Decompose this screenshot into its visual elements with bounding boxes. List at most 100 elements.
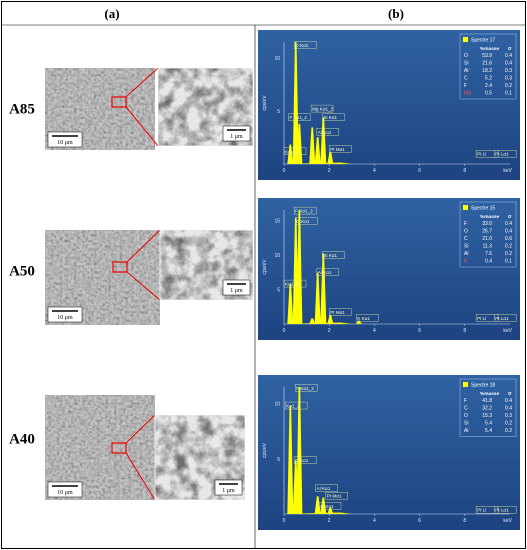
- mass-percent: 0.5: [485, 91, 492, 97]
- element: C: [464, 406, 468, 412]
- peak-label-box: [475, 150, 499, 158]
- sigma: 0.4: [505, 229, 512, 235]
- spectrum-peak: [320, 497, 327, 514]
- x-tick-label: 0: [283, 168, 286, 174]
- sigma: 0.3: [505, 76, 512, 82]
- zoom-line: [125, 67, 159, 98]
- peak-label: Kα1_2: [285, 149, 299, 154]
- sigma: 0.1: [505, 259, 512, 265]
- sigma: 0.2: [505, 428, 512, 434]
- spectrum-peak: [327, 314, 334, 324]
- y-tick-label: 5: [277, 109, 280, 115]
- peak-label: F Kα1_2: [295, 209, 313, 214]
- x-tick-label: 8: [463, 518, 466, 524]
- peak-label-box: [293, 41, 317, 49]
- sigma: 0.4: [505, 53, 512, 59]
- sigma: 0.3: [505, 413, 512, 419]
- mass-percent: 5.4: [485, 421, 492, 427]
- peak-label-box: [295, 384, 318, 392]
- scale-text: 10 μm: [57, 315, 73, 321]
- x-tick-label: 6: [418, 518, 421, 524]
- legend-swatch: [463, 382, 468, 387]
- spectrum-peak: [292, 460, 299, 514]
- peak-label: Pt Mα1: [327, 494, 342, 499]
- sigma: 0.4: [505, 406, 512, 412]
- x-unit: keV: [503, 518, 512, 524]
- mass-percent: 2.4: [485, 83, 492, 89]
- element: O: [464, 53, 468, 59]
- peak-label-box: [322, 251, 345, 259]
- spectrum-peak: [292, 42, 299, 164]
- peak-label: O Kα1: [295, 458, 309, 463]
- peak-label: K Kα1: [357, 316, 370, 321]
- zoom-line: [125, 414, 156, 444]
- peak-label-box: [475, 314, 499, 322]
- peak-label: Kα1_2: [285, 282, 299, 287]
- peak-label: Pt Mα1: [330, 147, 345, 152]
- x-tick-label: 4: [373, 518, 376, 524]
- y-tick-label: 10: [274, 253, 280, 259]
- legend-swatch: [463, 205, 468, 210]
- element: O: [464, 229, 468, 235]
- x-tick-label: 2: [328, 328, 331, 334]
- y-axis-label: cps/eV: [262, 95, 268, 111]
- mass-percent: 33.0: [482, 221, 492, 227]
- peak-label: Si Kα1: [320, 504, 334, 509]
- zoom-line: [126, 271, 161, 301]
- spectrum-peak: [314, 137, 321, 164]
- peak-label-box: [322, 113, 345, 121]
- peak-label: F Kα1_2: [290, 115, 308, 120]
- sigma: 0.3: [505, 68, 512, 74]
- scale-text: 1 μm: [230, 288, 243, 294]
- y-tick-label: 5: [277, 457, 280, 463]
- peak-label: Al Kα1: [317, 486, 331, 491]
- legend-title: Spectre 18: [471, 383, 495, 389]
- mass-percent: 5.4: [485, 428, 492, 434]
- y-tick-label: 10: [274, 56, 280, 62]
- x-tick-label: 8: [463, 328, 466, 334]
- element: Si: [464, 61, 468, 67]
- peak-label: F Kα1_2: [296, 386, 314, 391]
- legend-title: Spectre 17: [471, 38, 495, 44]
- element: Al: [464, 68, 468, 74]
- peak-label: O Kα1: [296, 219, 310, 224]
- x-tick-label: 2: [328, 168, 331, 174]
- peak-label-box: [288, 113, 311, 121]
- mass-percent: 15.3: [482, 413, 492, 419]
- sigma: 0.4: [505, 61, 512, 67]
- peak-label: Pt Ll: [477, 508, 486, 513]
- spectrum-peak: [309, 127, 316, 164]
- peak-label-box: [356, 314, 379, 322]
- zoom-box: [112, 261, 128, 273]
- peak-label-box: [295, 217, 318, 225]
- peak-label: Pt Lα1: [495, 316, 509, 321]
- element: O: [464, 413, 468, 419]
- peak-label-box: [475, 505, 499, 514]
- spectrum-peak: [287, 144, 294, 164]
- element: F: [464, 83, 467, 89]
- peak-label-box: [329, 308, 352, 316]
- column-header: σ: [508, 46, 512, 52]
- peak-label-box: [316, 128, 339, 136]
- element: F: [464, 398, 467, 404]
- eds-spectrum: 0 2 4 6 8 keV 5 10 cps/eV F Kα1_2 Kα1_2 O Kα1 Al Kα1…: [258, 375, 520, 530]
- mass-percent: 32.2: [482, 406, 492, 412]
- scale-text: 1 μm: [222, 488, 235, 494]
- spectrum-peak: [287, 284, 294, 324]
- column-header: %masse: [480, 214, 500, 220]
- x-tick-label: 0: [283, 328, 286, 334]
- peak-label-box: [316, 268, 339, 276]
- peak-label-box: [283, 147, 307, 156]
- spectrum-peak: [327, 151, 334, 164]
- y-tick-label: 15: [274, 218, 280, 224]
- x-tick-label: 4: [373, 328, 376, 334]
- peak-label: Pt Ll: [477, 316, 486, 321]
- mass-percent: 7.6: [485, 251, 492, 257]
- spectrum-peak: [355, 320, 362, 324]
- element: F: [464, 221, 467, 227]
- y-tick-label: 5: [277, 287, 280, 293]
- zoom-box: [111, 96, 127, 108]
- peak-label: Si Kα1: [323, 253, 337, 258]
- peak-label: Si Kα1: [323, 115, 337, 120]
